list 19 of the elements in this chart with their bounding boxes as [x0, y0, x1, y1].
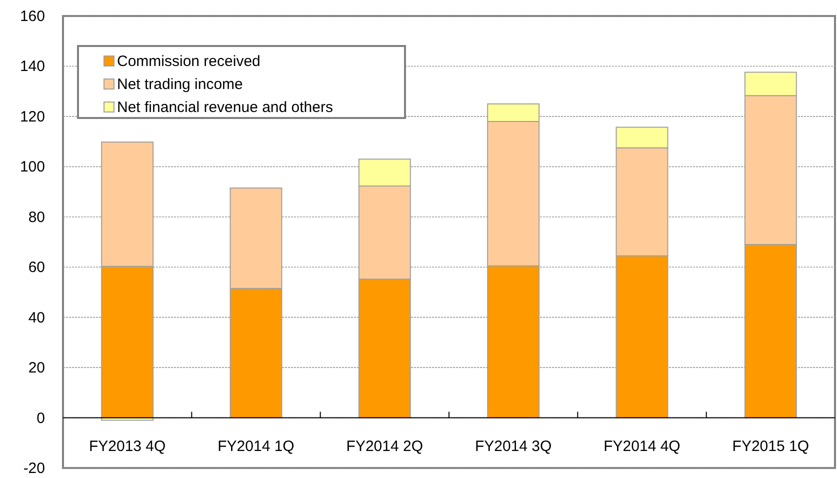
x-tick-label: FY2014 4Q — [604, 438, 680, 455]
y-tick-label: 40 — [28, 309, 45, 326]
y-tick-label: -20 — [23, 460, 45, 477]
y-tick-label: 0 — [36, 410, 45, 427]
y-tick-label: 60 — [28, 259, 45, 276]
legend-label: Net trading income — [117, 76, 243, 93]
y-tick-label: 160 — [20, 8, 45, 25]
x-tick-label: FY2014 2Q — [346, 438, 424, 455]
legend-label: Commission received — [117, 53, 260, 70]
y-tick-label: 140 — [20, 58, 45, 76]
y-tick-label: 100 — [20, 158, 45, 176]
y-tick-label: 80 — [28, 208, 45, 226]
x-tick-label: FY2015 1Q — [732, 438, 810, 455]
y-tick-label: 120 — [20, 108, 45, 126]
y-tick-label: 20 — [28, 360, 45, 377]
x-tick-label: FY2014 3Q — [474, 438, 552, 455]
legend-label: Net financial revenue and others — [117, 99, 333, 116]
x-tick-label: FY2013 4Q — [88, 438, 166, 455]
x-tick-label: FY2014 1Q — [218, 438, 294, 455]
